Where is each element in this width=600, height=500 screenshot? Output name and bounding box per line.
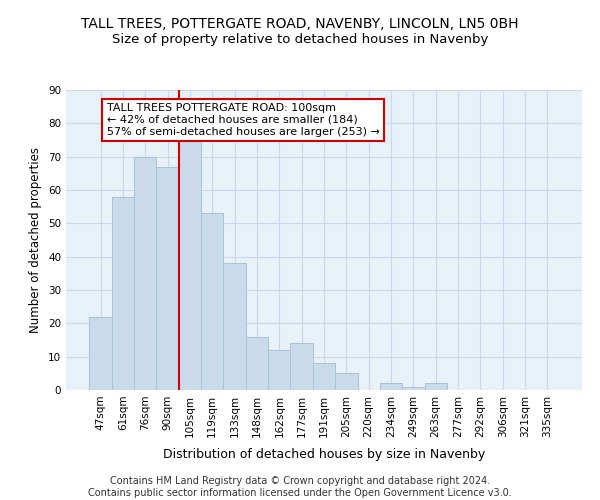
Bar xyxy=(335,374,358,390)
Bar xyxy=(223,264,246,390)
Bar xyxy=(201,214,223,390)
X-axis label: Distribution of detached houses by size in Navenby: Distribution of detached houses by size … xyxy=(163,448,485,461)
Bar xyxy=(89,316,112,390)
Bar xyxy=(157,166,179,390)
Bar xyxy=(290,344,313,390)
Bar xyxy=(402,386,425,390)
Bar xyxy=(134,156,157,390)
Text: Contains HM Land Registry data © Crown copyright and database right 2024.
Contai: Contains HM Land Registry data © Crown c… xyxy=(88,476,512,498)
Text: TALL TREES POTTERGATE ROAD: 100sqm
← 42% of detached houses are smaller (184)
57: TALL TREES POTTERGATE ROAD: 100sqm ← 42%… xyxy=(107,104,380,136)
Bar xyxy=(313,364,335,390)
Bar xyxy=(268,350,290,390)
Bar xyxy=(246,336,268,390)
Y-axis label: Number of detached properties: Number of detached properties xyxy=(29,147,43,333)
Bar xyxy=(380,384,402,390)
Bar xyxy=(112,196,134,390)
Text: TALL TREES, POTTERGATE ROAD, NAVENBY, LINCOLN, LN5 0BH: TALL TREES, POTTERGATE ROAD, NAVENBY, LI… xyxy=(81,18,519,32)
Text: Size of property relative to detached houses in Navenby: Size of property relative to detached ho… xyxy=(112,32,488,46)
Bar xyxy=(425,384,447,390)
Bar xyxy=(179,140,201,390)
